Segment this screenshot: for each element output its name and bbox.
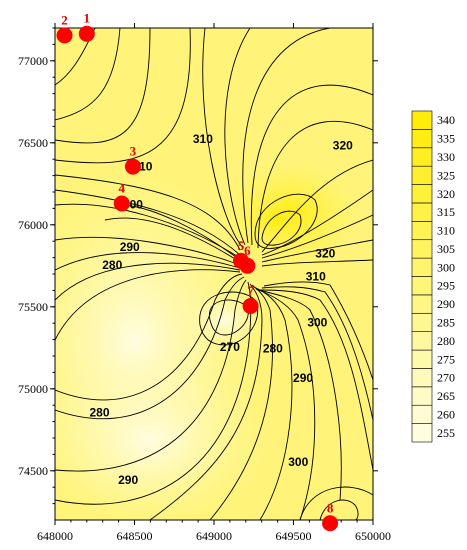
contour-label: 300 <box>288 455 308 469</box>
well-label: 6 <box>244 243 251 258</box>
x-tick-label: 649500 <box>276 529 312 543</box>
well-label: 2 <box>61 12 68 27</box>
colorbar-swatch <box>411 257 433 277</box>
y-tick-label: 77000 <box>18 54 48 68</box>
y-tick-label: 75000 <box>18 382 48 396</box>
colorbar-swatch <box>411 129 433 149</box>
colorbar-label: 315 <box>437 205 455 219</box>
colorbar-swatch <box>411 331 433 351</box>
colorbar-swatch <box>411 423 433 443</box>
colorbar-label: 325 <box>437 168 455 182</box>
well-label: 3 <box>130 144 137 159</box>
colorbar-swatch <box>411 165 433 185</box>
colorbar-swatch <box>411 221 433 241</box>
colorbar-swatch <box>411 386 433 406</box>
colorbar-label: 295 <box>437 279 455 293</box>
well-label: 8 <box>327 500 334 515</box>
well-label: 5 <box>238 238 245 253</box>
colorbar-label: 340 <box>437 113 455 127</box>
colorbar-swatch <box>411 147 433 167</box>
colorbar-label: 260 <box>437 407 455 421</box>
contour-lines <box>55 28 373 520</box>
contour-label: 310 <box>193 132 213 146</box>
y-tick-label: 74500 <box>18 464 48 478</box>
colorbar-label: 310 <box>437 224 455 238</box>
low-zone-sw <box>55 350 270 520</box>
contour-label: 310 <box>306 270 326 284</box>
colorbar-swatch <box>411 110 433 130</box>
colorbar-label: 285 <box>437 315 455 329</box>
colorbar-label: 280 <box>437 334 455 348</box>
colorbar-swatch <box>411 239 433 259</box>
well-marker <box>124 158 141 175</box>
well-label: 1 <box>84 11 91 26</box>
contour-label: 280 <box>263 342 283 356</box>
wells: 1 2 3 4 5 6 7 8 <box>56 11 339 532</box>
well-label: 4 <box>119 180 126 195</box>
x-tick-label: 650000 <box>355 529 391 543</box>
y-tick-label: 76000 <box>18 218 48 232</box>
well-marker <box>322 515 339 532</box>
colorbar-label: 305 <box>437 242 455 256</box>
colorbar-label: 270 <box>437 371 455 385</box>
colorbar-label: 255 <box>437 426 455 440</box>
x-tick-label: 648500 <box>117 529 153 543</box>
colorbar-swatch <box>411 276 433 296</box>
contour-label: 290 <box>120 240 140 254</box>
colorbar-swatch <box>411 349 433 369</box>
colorbar-label: 330 <box>437 150 455 164</box>
colorbar-label: 290 <box>437 297 455 311</box>
colorbar-swatch <box>411 294 433 314</box>
y-tick-label: 75500 <box>18 300 48 314</box>
colorbar-label: 300 <box>437 260 455 274</box>
colorbar-label: 320 <box>437 187 455 201</box>
colorbar-swatch <box>411 202 433 222</box>
x-axis: 648000 648500 649000 649500 650000 <box>37 23 391 543</box>
contour-label: 290 <box>118 473 138 487</box>
contour-labels: 310 300 290 280 270 280 290 300 310 320 320 280 290 3… <box>90 132 354 487</box>
colorbar: 255 260 265 270 275 280 285 290 295 300 305 310 315 3… <box>411 110 455 443</box>
contour-label: 270 <box>220 340 240 354</box>
contour-label: 280 <box>102 258 122 272</box>
colorbar-swatch <box>411 368 433 388</box>
well-marker <box>78 25 95 42</box>
y-axis: 74500 75000 75500 76000 76500 77000 <box>18 27 378 505</box>
plot-area: 310 300 290 280 270 280 290 300 310 320 320 280 290 3… <box>55 28 373 520</box>
colorbar-label: 275 <box>437 352 455 366</box>
well-marker <box>113 195 130 212</box>
contour-label: 320 <box>315 247 335 261</box>
x-tick-label: 649000 <box>196 529 232 543</box>
colorbar-label: 335 <box>437 132 455 146</box>
well-marker <box>239 257 256 274</box>
well-marker <box>242 297 259 314</box>
contour-label: 290 <box>293 371 313 385</box>
colorbar-swatch <box>411 184 433 204</box>
colorbar-swatch <box>411 404 433 424</box>
y-tick-label: 76500 <box>18 136 48 150</box>
contour-label: 320 <box>333 138 353 152</box>
well-marker <box>56 27 73 44</box>
contour-label: 280 <box>90 406 110 420</box>
contour-label: 300 <box>307 315 327 329</box>
well-label: 7 <box>247 283 254 298</box>
colorbar-swatch <box>411 312 433 332</box>
colorbar-label: 265 <box>437 389 455 403</box>
x-tick-label: 648000 <box>37 529 73 543</box>
